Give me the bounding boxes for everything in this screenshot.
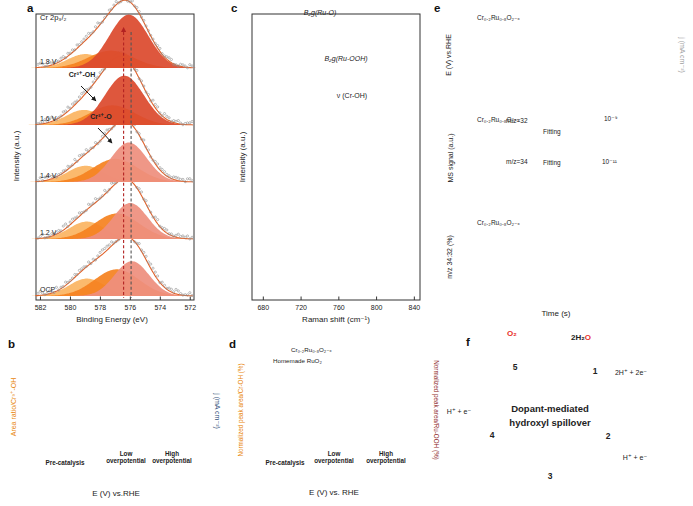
svg-text:OCP: OCP bbox=[40, 286, 56, 293]
release-h-e-label-step4: H⁺ + e⁻ bbox=[447, 408, 471, 416]
svg-text:760: 760 bbox=[333, 304, 345, 311]
zone-low-overpotential-d: Low overpotential bbox=[314, 450, 354, 464]
ms-signal-chart bbox=[432, 108, 693, 212]
zone-precatalysis-b: Pre-catalysis bbox=[46, 459, 85, 466]
peak-area-chart bbox=[232, 338, 456, 506]
sample-label-1: Cr₀.₂Ru₀.₈O₂₋ₓ bbox=[477, 14, 520, 21]
annotation-nu-cr-oh: ν (Cr-OH) bbox=[337, 92, 367, 100]
xps-y-axis-label: Intensity (a.u.) bbox=[13, 131, 22, 182]
raman-spectra-chart: 680 720 760 800 840 bbox=[228, 2, 440, 338]
svg-text:580: 580 bbox=[65, 304, 77, 311]
annotation-cr-oh: Cr³⁺-OH bbox=[69, 71, 96, 79]
scalebar-1e-11: 10⁻¹¹ bbox=[602, 158, 617, 165]
xps-spectra-chart: 582 580 578 576 574 572 OCP 1.2 V 1.4 V 1.6 V 1.8 … bbox=[14, 2, 230, 338]
potential-x-axis-label-d: E (V) vs. RHE bbox=[309, 489, 359, 498]
svg-text:1.8 V: 1.8 V bbox=[40, 58, 57, 65]
step-3-label: 3 bbox=[548, 472, 553, 482]
svg-text:1.4 V: 1.4 V bbox=[40, 172, 57, 179]
hydroxyl-spillover-cycle bbox=[440, 326, 693, 506]
xps-title: Cr 2p₃/₂ bbox=[40, 14, 66, 22]
legend-mz34: m/z=34 bbox=[506, 158, 528, 165]
svg-text:582: 582 bbox=[35, 304, 47, 311]
area-ratio-y-axis-label: Area ratio/Cr³⁺-OH bbox=[10, 378, 18, 437]
zone-low-overpotential-b: Low overpotential bbox=[106, 450, 146, 464]
step-2-label: 2 bbox=[606, 432, 611, 442]
ms-y-axis-label: MS signal (a.u.) bbox=[447, 133, 455, 182]
zone-precatalysis-d: Pre-catalysis bbox=[266, 459, 305, 466]
svg-text:572: 572 bbox=[184, 304, 196, 311]
svg-text:578: 578 bbox=[95, 304, 107, 311]
scalebar-1e-9: 10⁻⁹ bbox=[604, 115, 617, 122]
area-ratio-chart bbox=[0, 338, 232, 506]
zone-high-overpotential-d: High overpotential bbox=[366, 450, 406, 464]
svg-text:576: 576 bbox=[125, 304, 137, 311]
potential-current-chart bbox=[432, 2, 693, 108]
current-y-axis-label: j (mA cm⁻²) bbox=[678, 37, 686, 73]
legend-fitting-2: Fitting bbox=[543, 159, 561, 166]
cycle-title-line1: Dopant-mediated bbox=[511, 404, 589, 415]
legend-homemade-ruo2: Homemade RuO₂ bbox=[273, 358, 322, 365]
current-density-y-axis-label: j (mA cm⁻²) bbox=[213, 393, 221, 429]
raman-y-axis-label: Intensity (a.u.) bbox=[239, 132, 248, 183]
raman-x-axis-label: Raman shift (cm⁻¹) bbox=[302, 316, 370, 325]
water-oxygen: O bbox=[585, 333, 591, 342]
zone-high-overpotential-b: High overpotential bbox=[152, 450, 192, 464]
svg-text:680: 680 bbox=[257, 304, 269, 311]
legend-fitting-1: Fitting bbox=[543, 128, 561, 135]
potential-x-axis-label-b: E (V) vs.RHE bbox=[92, 490, 140, 499]
step-1-label: 1 bbox=[593, 367, 598, 377]
potential-y-axis-label: E (V) vs.RHE bbox=[445, 34, 453, 76]
svg-text:720: 720 bbox=[295, 304, 307, 311]
annotation-b2g-ru-o: B₂g(Ru-O) bbox=[304, 9, 337, 17]
cycle-title-line2: hydroxyl spillover bbox=[509, 418, 590, 429]
ratio-y-axis-label: m/z 34:32 (%) bbox=[446, 235, 454, 279]
annotation-cr-o: Cr³⁺-O bbox=[90, 113, 112, 121]
xps-x-axis-label: Binding Energy (eV) bbox=[76, 316, 148, 325]
svg-text:1.6 V: 1.6 V bbox=[40, 115, 57, 122]
water-label: 2H₂O bbox=[571, 334, 591, 343]
water-prefix: 2H₂ bbox=[571, 333, 585, 342]
svg-text:840: 840 bbox=[408, 304, 420, 311]
svg-text:800: 800 bbox=[371, 304, 383, 311]
legend-mz32: m/z=32 bbox=[506, 117, 528, 124]
oxygen-molecule-label: O₂ bbox=[507, 330, 517, 339]
figure: a c e b d f 582580578576574572OCP1.2 V1.… bbox=[0, 0, 693, 506]
svg-text:1.2 V: 1.2 V bbox=[40, 229, 57, 236]
svg-text:574: 574 bbox=[154, 304, 166, 311]
legend-cr02ru08o2x: Cr₀.₂Ru₀.₈O₂₋ₓ bbox=[291, 347, 332, 354]
cr-oh-area-y-axis-label: Normalized peak area/Cr-OH (%) bbox=[237, 363, 244, 456]
time-x-axis-label: Time (s) bbox=[541, 310, 570, 319]
sample-label-3: Cr₀.₂Ru₀.₈O₂₋ₓ bbox=[477, 219, 520, 226]
annotation-b2g-ru-ooh: B₂g(Ru-OOH) bbox=[324, 55, 367, 63]
release-h-e-label-step2: H⁺ + e⁻ bbox=[623, 454, 647, 462]
step-5-label: 5 bbox=[513, 363, 518, 373]
step-4-label: 4 bbox=[490, 431, 495, 441]
ru-ooh-area-y-axis-label: Normalized peak area/Ru-OOH (%) bbox=[432, 360, 439, 459]
release-2h-2e-label: 2H⁺ + 2e⁻ bbox=[615, 369, 647, 377]
